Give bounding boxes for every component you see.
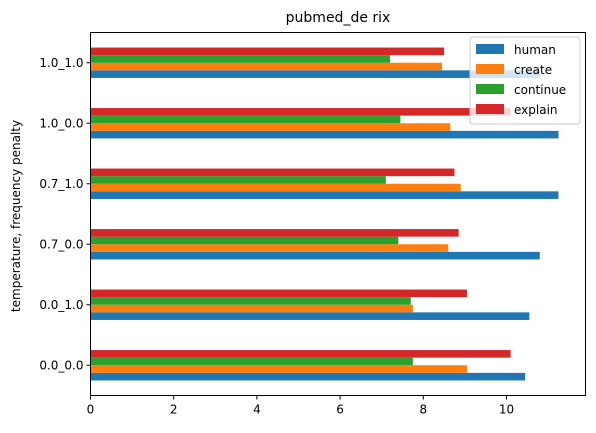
legend-swatch-human [476, 44, 504, 54]
x-tick-label: 4 [253, 403, 261, 417]
bar-human-1.0_0.0 [90, 130, 559, 139]
legend-label-explain: explain [514, 103, 558, 117]
x-tick-label: 0 [87, 403, 95, 417]
bar-human-0.0_1.0 [90, 312, 530, 320]
x-tick-label: 10 [499, 403, 514, 417]
bar-human-0.7_1.0 [90, 191, 559, 199]
bar-human-0.0_0.0 [90, 372, 526, 381]
bars-group [90, 47, 559, 381]
legend-swatch-create [476, 64, 504, 74]
bar-human-1.0_1.0 [90, 70, 540, 78]
ticks-group: 0.0_0.0 0.0_1.0 0.7_0.0 0.7_1.0 1.0_0.0 1.0_1… [39, 56, 514, 417]
bar-continue-0.7_1.0 [90, 176, 386, 184]
bar-explain-0.7_1.0 [90, 168, 455, 177]
bar-continue-1.0_0.0 [90, 115, 401, 124]
bar-explain-0.0_1.0 [90, 289, 467, 298]
y-tick-label: 0.0_1.0 [39, 298, 83, 312]
x-tick-label: 8 [419, 403, 427, 417]
x-tick-label: 2 [170, 403, 178, 417]
y-tick-label: 0.7_0.0 [39, 237, 83, 251]
legend-box [469, 36, 581, 125]
bar-create-0.0_0.0 [90, 365, 467, 373]
bar-continue-0.7_0.0 [90, 236, 399, 245]
legend-label-human: human [514, 43, 556, 57]
plot-frame [90, 32, 586, 396]
legend-label-continue: continue [514, 83, 566, 97]
bar-explain-1.0_0.0 [90, 108, 511, 116]
bar-create-0.7_0.0 [90, 244, 449, 252]
bar-explain-0.7_0.0 [90, 229, 459, 237]
legend-swatch-continue [476, 84, 504, 94]
bar-human-0.7_0.0 [90, 251, 540, 260]
bar-continue-1.0_1.0 [90, 55, 390, 63]
bar-continue-0.0_1.0 [90, 297, 411, 305]
y-axis-label: temperature, frequency penalty [9, 120, 23, 312]
legend: human create continue explain [469, 36, 581, 125]
legend-label-create: create [514, 63, 552, 77]
y-tick-label: 1.0_1.0 [39, 56, 83, 70]
bar-explain-1.0_1.0 [90, 47, 445, 56]
y-tick-label: 0.0_0.0 [39, 358, 83, 372]
bar-explain-0.0_0.0 [90, 350, 511, 358]
bar-create-1.0_0.0 [90, 123, 451, 131]
bar-continue-0.0_0.0 [90, 357, 413, 366]
bar-create-0.0_1.0 [90, 304, 413, 313]
bar-create-1.0_1.0 [90, 62, 442, 71]
bar-create-0.7_1.0 [90, 183, 461, 192]
legend-swatch-explain [476, 104, 504, 114]
y-tick-label: 1.0_0.0 [39, 116, 83, 130]
x-tick-label: 6 [336, 403, 344, 417]
chart-title: pubmed_de rix [286, 10, 391, 26]
y-tick-label: 0.7_1.0 [39, 177, 83, 191]
